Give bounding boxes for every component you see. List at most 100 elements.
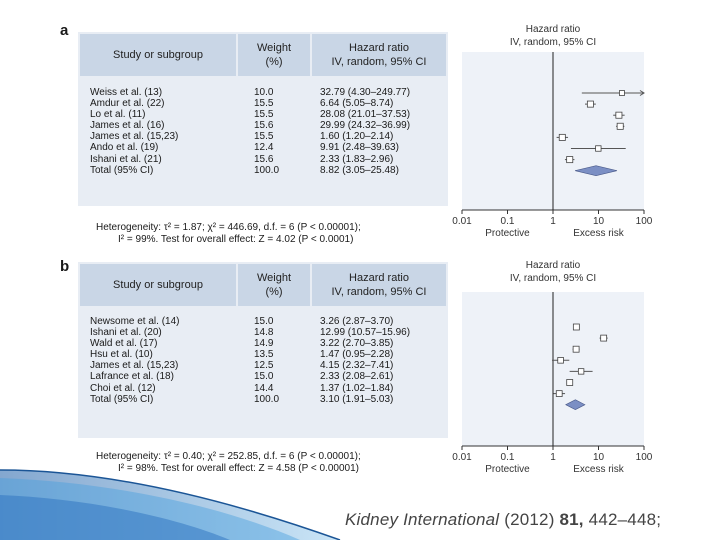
x-tick-label: 10: [593, 216, 605, 227]
study-column-a: Weiss et al. (13) Amdur et al. (22) Lo et …: [90, 87, 178, 176]
study-hazard-ratio: 2.33 (1.83–2.96): [320, 153, 394, 165]
header-weight-unit: (%): [265, 56, 283, 68]
study-weight: 14.8: [254, 327, 274, 339]
study-name: Hsu et al. (10): [90, 349, 153, 361]
header-weight-unit: (%): [265, 286, 283, 298]
study-point: [558, 133, 566, 141]
forest-plot-a: Hazard ratio IV, random, 95% CI 0.01 0.1 1 10…: [452, 24, 653, 239]
study-weight: 12.5: [254, 360, 274, 372]
study-name: James et al. (15,23): [90, 131, 179, 143]
study-column-b: Newsome et al. (14) Ishani et al. (20) Wal…: [90, 316, 179, 405]
study-hazard-ratio: 32.79 (4.30–249.77): [320, 87, 411, 98]
forest-plot-b: Hazard ratio IV, random, 95% CI 0.01 0.1 1 10…: [452, 260, 653, 475]
study-point: [619, 90, 625, 96]
study-name: Ishani et al. (20): [90, 327, 162, 339]
hr-column-a: 32.79 (4.30–249.77) 6.64 (5.05–8.74) 28.08…: [320, 87, 410, 176]
header-study-a: Study or subgroup: [80, 34, 236, 76]
header-study-b: Study or subgroup: [80, 264, 236, 306]
protective-label: Protective: [485, 464, 530, 475]
study-hazard-ratio: 3.10 (1.91–5.03): [320, 393, 394, 405]
study-hazard-ratio: 1.60 (1.20–2.14): [320, 131, 394, 143]
x-tick-label: 0.01: [452, 216, 472, 227]
total-diamond: [565, 399, 586, 411]
x-tick-label: 1: [550, 216, 556, 227]
study-weight: 12.4: [254, 142, 274, 154]
study-point: [572, 323, 580, 331]
plot-subtitle: IV, random, 95% CI: [510, 273, 596, 284]
plot-subtitle: IV, random, 95% CI: [510, 37, 596, 48]
study-name: Weiss et al. (13): [90, 87, 163, 98]
study-point: [586, 100, 594, 108]
study-point: [577, 368, 585, 375]
header-weight-a: Weight (%): [238, 34, 310, 76]
x-tick-label: 100: [636, 216, 653, 227]
citation: Kidney International (2012) 81, 442–448;: [345, 510, 661, 530]
panel-letter-a: a: [60, 22, 69, 39]
x-tick-label: 1: [550, 452, 556, 463]
header-study-label: Study or subgroup: [113, 49, 203, 61]
study-weight: 15.6: [254, 120, 274, 132]
plot-title: Hazard ratio: [526, 260, 581, 271]
study-hazard-ratio: 3.22 (2.70–3.85): [320, 338, 394, 350]
study-weight: 15.5: [254, 109, 274, 121]
study-hazard-ratio: 4.15 (2.32–7.41): [320, 360, 394, 372]
study-point: [566, 379, 574, 386]
header-study-label: Study or subgroup: [113, 279, 203, 291]
ci-arrow: [639, 90, 645, 96]
header-weight-b: Weight (%): [238, 264, 310, 306]
study-weight: 100.0: [254, 393, 280, 405]
header-weight-label: Weight: [256, 42, 292, 54]
x-tick-label: 100: [636, 452, 653, 463]
study-weight: 13.5: [254, 349, 274, 361]
study-point: [615, 111, 623, 119]
header-hr-method: IV, random, 95% CI: [331, 56, 427, 68]
study-name: Ishani et al. (21): [90, 153, 162, 165]
x-tick-label: 10: [593, 452, 605, 463]
heterogeneity-b: Heterogeneity: τ² = 0.40; χ² = 252.85, d…: [96, 451, 361, 475]
header-hr-label: Hazard ratio: [349, 272, 409, 284]
heterogeneity-line: I² = 99%. Test for overall effect: Z = 4…: [118, 234, 354, 245]
study-hazard-ratio: 28.08 (21.01–37.53): [320, 109, 411, 121]
study-name: Total (95% CI): [90, 393, 154, 405]
study-hazard-ratio: 1.37 (1.02–1.84): [320, 382, 394, 394]
study-name: Amdur et al. (22): [90, 98, 165, 110]
citation-journal: Kidney International: [345, 510, 500, 529]
study-name: James et al. (15,23): [90, 360, 179, 372]
heterogeneity-a: Heterogeneity: τ² = 1.87; χ² = 446.69, d…: [96, 222, 361, 246]
study-weight: 100.0: [254, 164, 280, 176]
hr-column-b: 3.26 (2.87–3.70) 12.99 (10.57–15.96) 3.22 …: [320, 316, 410, 405]
study-name: Ando et al. (19): [90, 142, 159, 154]
x-tick-label: 0.01: [452, 452, 472, 463]
study-hazard-ratio: 9.91 (2.48–39.63): [320, 142, 399, 154]
study-name: Lafrance et al. (18): [90, 371, 174, 383]
study-hazard-ratio: 29.99 (24.32–36.99): [320, 120, 411, 132]
study-hazard-ratio: 6.64 (5.05–8.74): [320, 98, 394, 110]
x-tick-label: 0.1: [501, 452, 515, 463]
study-point: [616, 122, 624, 130]
study-name: Lo et al. (11): [90, 109, 146, 121]
header-hr-label: Hazard ratio: [349, 42, 409, 54]
study-weight: 15.0: [254, 371, 274, 383]
citation-pages: 442–448;: [588, 510, 662, 529]
study-weight: 15.6: [254, 153, 274, 165]
header-weight-label: Weight: [256, 272, 292, 284]
header-hr-method: IV, random, 95% CI: [331, 286, 427, 298]
plot-title: Hazard ratio: [526, 24, 581, 35]
total-diamond: [574, 165, 618, 177]
study-point: [566, 156, 574, 164]
citation-volume: 81,: [559, 510, 584, 529]
weight-column-a: 10.0 15.5 15.5 15.6 15.5 12.4 15.6 100.0: [254, 87, 279, 176]
study-name: Choi et al. (12): [90, 382, 156, 394]
study-point: [555, 390, 563, 397]
citation-year: (2012): [504, 510, 555, 529]
study-name: Wald et al. (17): [90, 338, 158, 350]
study-name: Total (95% CI): [90, 164, 154, 176]
x-tick-label: 0.1: [501, 216, 515, 227]
study-hazard-ratio: 1.47 (0.95–2.28): [320, 349, 394, 361]
protective-label: Protective: [485, 228, 530, 239]
study-weight: 10.0: [254, 87, 274, 98]
header-hr-b: Hazard ratio IV, random, 95% CI: [312, 264, 446, 306]
heterogeneity-line: I² = 98%. Test for overall effect: Z = 4…: [118, 463, 359, 474]
study-weight: 14.9: [254, 338, 274, 350]
study-name: Newsome et al. (14): [90, 316, 180, 327]
